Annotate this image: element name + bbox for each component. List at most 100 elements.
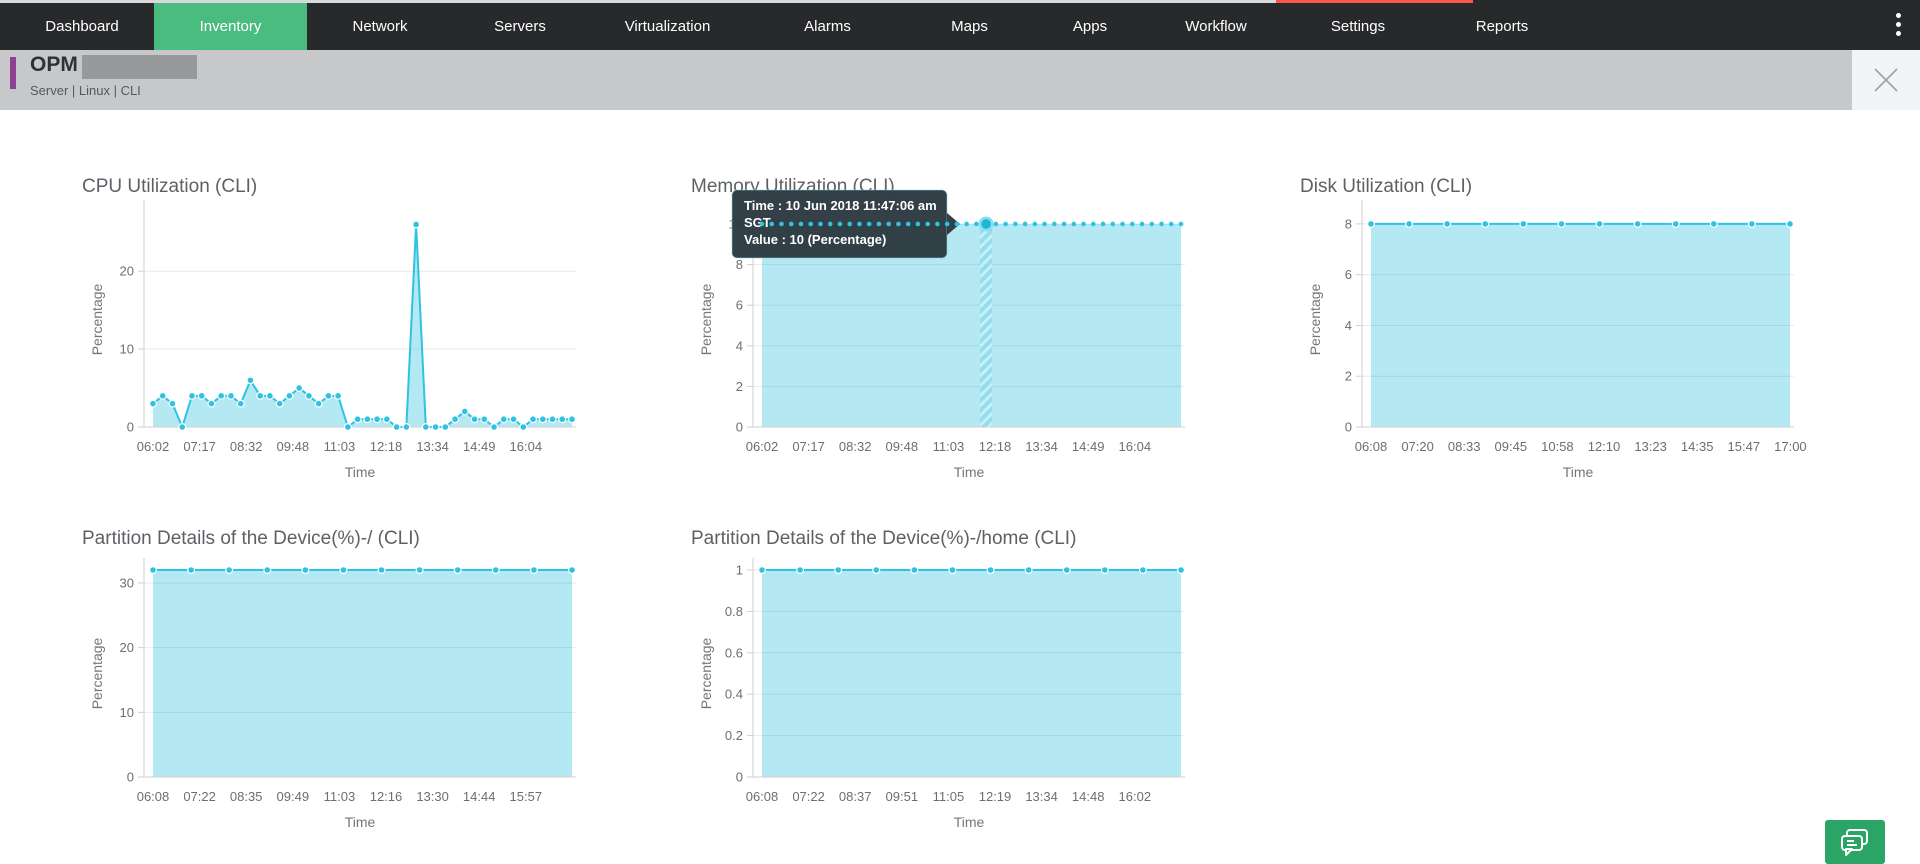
svg-text:07:20: 07:20 — [1401, 439, 1434, 454]
svg-text:Percentage: Percentage — [89, 637, 105, 709]
chart-disk[interactable]: Disk Utilization (CLI) 0 2 4 6 8 06:08 07:20 08:… — [1298, 170, 1818, 482]
svg-text:Disk Utilization (CLI): Disk Utilization (CLI) — [1300, 176, 1472, 197]
nav-item-network[interactable]: Network — [352, 18, 408, 35]
svg-text:11:03: 11:03 — [324, 789, 356, 804]
chat-button[interactable] — [1825, 820, 1885, 864]
nav-item-apps[interactable]: Apps — [1072, 18, 1108, 35]
svg-text:07:17: 07:17 — [183, 439, 216, 454]
svg-text:08:35: 08:35 — [230, 789, 263, 804]
svg-text:Percentage: Percentage — [89, 283, 105, 355]
svg-text:0.4: 0.4 — [725, 687, 743, 702]
svg-text:07:17: 07:17 — [792, 439, 825, 454]
svg-text:16:04: 16:04 — [510, 439, 543, 454]
svg-text:16:02: 16:02 — [1119, 789, 1152, 804]
svg-text:Time: Time — [345, 814, 376, 830]
svg-text:11:05: 11:05 — [933, 789, 965, 804]
hover-highlight-band — [980, 219, 993, 427]
top-strip-gray — [0, 0, 1276, 3]
chart-memory[interactable]: Memory Utilization (CLI)024681006:0207:1… — [689, 170, 1209, 482]
svg-text:Percentage: Percentage — [1307, 283, 1323, 355]
svg-text:0.8: 0.8 — [725, 604, 743, 619]
svg-text:12:18: 12:18 — [370, 439, 403, 454]
device-subtitle: Server | Linux | CLI — [30, 83, 141, 98]
nav-item-dashboard[interactable]: Dashboard — [45, 18, 119, 35]
svg-text:17:00: 17:00 — [1774, 439, 1807, 454]
svg-text:14:49: 14:49 — [1072, 439, 1105, 454]
svg-text:20: 20 — [120, 640, 134, 655]
svg-text:08:33: 08:33 — [1448, 439, 1481, 454]
svg-text:13:30: 13:30 — [416, 789, 449, 804]
svg-text:Time : 10 Jun 2018 11:47:06 am: Time : 10 Jun 2018 11:47:06 am — [744, 198, 937, 213]
svg-text:0.6: 0.6 — [725, 645, 743, 660]
chart-partition-home[interactable]: Partition Details of the Device(%)-/home… — [689, 522, 1209, 834]
kebab-menu-icon[interactable] — [1888, 7, 1908, 41]
svg-text:08:37: 08:37 — [839, 789, 872, 804]
svg-text:2: 2 — [736, 379, 743, 394]
svg-text:12:18: 12:18 — [979, 439, 1012, 454]
svg-text:8: 8 — [736, 257, 743, 272]
svg-text:4: 4 — [736, 338, 743, 353]
svg-text:Percentage: Percentage — [698, 637, 714, 709]
chat-icon — [1841, 829, 1868, 856]
nav-item-inventory[interactable]: Inventory — [154, 3, 307, 50]
svg-text:08:32: 08:32 — [839, 439, 872, 454]
svg-text:12:10: 12:10 — [1588, 439, 1621, 454]
chart-cpu[interactable]: CPU Utilization (CLI) 0 10 20 06:02 07:17 08:3… — [80, 170, 600, 482]
svg-text:6: 6 — [736, 298, 743, 313]
device-title-redaction — [82, 55, 197, 79]
svg-text:SGT: SGT — [744, 215, 771, 230]
svg-text:14:44: 14:44 — [463, 789, 496, 804]
svg-text:Time: Time — [954, 814, 985, 830]
svg-text:13:23: 13:23 — [1634, 439, 1667, 454]
svg-text:0: 0 — [736, 770, 743, 785]
svg-text:06:08: 06:08 — [137, 789, 170, 804]
close-icon — [1874, 68, 1898, 92]
svg-text:08:32: 08:32 — [230, 439, 263, 454]
svg-text:1: 1 — [736, 563, 743, 578]
svg-text:10: 10 — [120, 705, 134, 720]
device-header: OPM Server | Linux | CLI — [0, 50, 1852, 110]
svg-text:0: 0 — [736, 420, 743, 435]
svg-text:8: 8 — [1345, 216, 1352, 231]
svg-text:0: 0 — [127, 770, 134, 785]
close-button[interactable] — [1852, 50, 1920, 110]
svg-text:09:48: 09:48 — [886, 439, 919, 454]
nav-item-servers[interactable]: Servers — [494, 18, 546, 35]
svg-text:13:34: 13:34 — [1025, 439, 1058, 454]
svg-text:09:49: 09:49 — [277, 789, 310, 804]
nav-item-maps[interactable]: Maps — [951, 18, 988, 35]
svg-text:15:47: 15:47 — [1728, 439, 1761, 454]
svg-text:15:57: 15:57 — [510, 789, 543, 804]
svg-text:30: 30 — [120, 575, 134, 590]
svg-text:06:08: 06:08 — [1355, 439, 1388, 454]
nav-item-reports[interactable]: Reports — [1475, 18, 1529, 35]
svg-text:0: 0 — [1345, 420, 1352, 435]
svg-text:14:35: 14:35 — [1681, 439, 1714, 454]
svg-text:09:48: 09:48 — [277, 439, 310, 454]
svg-text:6: 6 — [1345, 267, 1352, 282]
svg-text:Value : 10 (Percentage): Value : 10 (Percentage) — [744, 232, 886, 247]
svg-text:13:34: 13:34 — [416, 439, 449, 454]
nav-item-settings[interactable]: Settings — [1330, 18, 1386, 35]
svg-text:09:45: 09:45 — [1495, 439, 1528, 454]
svg-text:07:22: 07:22 — [183, 789, 216, 804]
svg-text:16:04: 16:04 — [1119, 439, 1152, 454]
svg-text:12:19: 12:19 — [979, 789, 1012, 804]
svg-text:CPU Utilization (CLI): CPU Utilization (CLI) — [82, 176, 257, 197]
nav-item-alarms[interactable]: Alarms — [804, 18, 851, 35]
svg-text:12:16: 12:16 — [370, 789, 403, 804]
svg-text:4: 4 — [1345, 318, 1352, 333]
svg-text:10: 10 — [120, 342, 134, 357]
svg-text:0: 0 — [127, 420, 134, 435]
svg-text:10:58: 10:58 — [1541, 439, 1574, 454]
top-strip-dark — [1473, 0, 1920, 3]
svg-text:2: 2 — [1345, 369, 1352, 384]
chart-partition-root[interactable]: Partition Details of the Device(%)-/ (CL… — [80, 522, 600, 834]
nav-item-virtualization[interactable]: Virtualization — [624, 18, 711, 35]
nav-item-workflow[interactable]: Workflow — [1185, 18, 1247, 35]
svg-text:11:03: 11:03 — [933, 439, 965, 454]
svg-text:Partition Details of the Devic: Partition Details of the Device(%)-/ (CL… — [82, 528, 420, 549]
device-accent-bar — [10, 57, 16, 89]
svg-text:06:08: 06:08 — [746, 789, 779, 804]
top-strip — [0, 0, 1920, 3]
